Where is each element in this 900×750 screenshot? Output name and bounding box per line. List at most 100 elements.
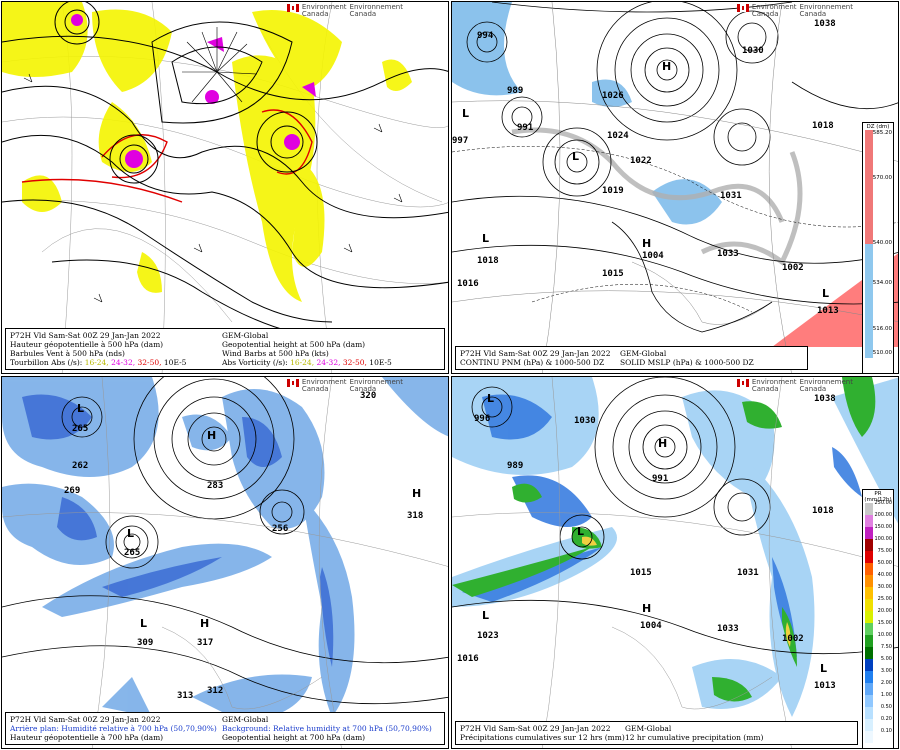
colorbar-step: 1.00 [863,692,893,707]
colorbar-swatch [865,515,873,527]
colorbar-step: 50.00 [863,560,893,575]
logo-country-fr: Canada [799,10,827,18]
colorbar-swatch [865,647,873,659]
colorbar-title: DZ (dm) [866,124,890,130]
colorbar-title: PR (mm/12h) [864,491,892,503]
logo-country: Canada [751,10,779,18]
colorbar-step: 2.00 [863,680,893,695]
vort-units: 10E-5 [163,358,187,367]
vort-range-1: 16-24, [84,358,109,367]
high-pressure-symbol: H [207,429,217,442]
low-pressure-symbol: L [822,287,830,300]
colorbar-tick: 100.00 [874,536,893,542]
colorbar-swatch [865,539,873,551]
env-canada-logo-4: Environment Canada Environnement Canada [736,378,853,393]
vort-units-en: 10E-5 [369,358,392,367]
vort-range-3: 32-50, [137,358,162,367]
colorbar-step: 25.00 [863,596,893,611]
pressure-label: 1018 [812,506,834,516]
humidity-map [2,377,448,748]
low-pressure-symbol: L [140,617,148,630]
pressure-label: 1002 [782,263,804,273]
colorbar-tick: 20.00 [877,608,892,614]
colorbar-tick: 3.00 [880,668,892,674]
colorbar-step: 150.00 [863,524,893,539]
legend-en-line-1: Background: Relative humidity at 700 hPa… [222,724,432,733]
colorbar-tick: 10.00 [877,632,892,638]
high-pressure-symbol: H [642,602,652,615]
pressure-label: 1018 [477,256,499,266]
high-pressure-symbol: H [200,617,210,630]
logo-fr: Environnement [799,3,853,11]
pressure-label: 996 [474,414,491,424]
colorbar-step: 0.50 [863,704,893,719]
vort-range-2-en: 24-32, [316,358,341,367]
pressure-label: 1024 [607,131,629,141]
map-panel-precipitation: Environment Canada Environnement Canada H … [451,376,899,749]
colorbar-swatch [865,575,873,587]
colorbar-tick: 0.10 [880,728,892,734]
legend-model: GEM-Global [625,724,672,733]
colorbar-step: 15.00 [863,620,893,635]
pressure-label: 1004 [642,251,664,261]
pressure-label: 1033 [717,249,739,259]
low-pressure-symbol: L [482,232,490,245]
colorbar-tick: 0.50 [880,704,892,710]
legend-fr-line-2: Barbules Vent à 500 hPa (nds) [10,349,125,358]
legend-model: GEM-Global [222,715,269,724]
pressure-label: 1018 [812,121,834,131]
pressure-label: 997 [452,136,469,146]
pressure-label: 1023 [477,631,499,641]
pressure-label: 1038 [814,19,836,29]
logo-country-fr: Canada [349,10,377,18]
high-pressure-symbol: H [658,437,668,450]
colorbar-swatch [865,707,873,719]
vort-range-2: 24-32, [111,358,136,367]
colorbar-tick: 200.00 [874,512,893,518]
colorbar-step: 3.00 [863,668,893,683]
pressure-label: 1033 [717,624,739,634]
pressure-label: 1015 [630,568,652,578]
colorbar-swatch [865,599,873,611]
vort-range-1-en: 16-24, [290,358,315,367]
low-pressure-symbol: L [482,609,490,622]
legend-valid-time: P72H Vld Sam-Sat 00Z 29 Jan-Jan 2022 [10,331,161,340]
low-pressure-symbol: L [577,525,585,538]
height-label: 265 [124,548,141,558]
pressure-label: 1030 [574,416,596,426]
low-pressure-symbol: L [462,107,470,120]
map-panel-mslp-thickness: Environment Canada Environnement Canada H … [451,1,899,374]
colorbar-tick: 150.00 [874,524,893,530]
canada-flag-icon [286,379,299,387]
colorbar-tick: 510.00 [872,350,892,356]
logo-country: Canada [301,385,329,393]
legend-fr-line-1: CONTINU PNM (hPa) & 1000-500 DZ [460,358,605,367]
colorbar-tick: 250.00 [874,500,893,506]
logo-country: Canada [301,10,329,18]
colorbar-tick: 2.00 [880,680,892,686]
low-pressure-symbol: L [572,150,580,163]
colorbar-tick: 25.00 [877,596,892,602]
pressure-label: 1015 [602,269,624,279]
colorbar-swatch [865,503,873,515]
logo-fr: Environnement [349,3,403,11]
legend-panel-3: P72H Vld Sam-Sat 00Z 29 Jan-Jan 2022 GEM-… [5,712,445,745]
height-label: 317 [197,638,214,648]
colorbar-step: 250.00 [863,500,893,515]
colorbar-swatch [865,731,873,743]
colorbar-swatch [865,671,873,683]
legend-valid-time: P72H Vld Sam-Sat 00Z 29 Jan-Jan 2022 [460,349,611,358]
logo-country-fr: Canada [349,385,377,393]
colorbar-tick: 75.00 [877,548,892,554]
colorbar-tick: 0.20 [880,716,892,722]
colorbar-tick: 516.00 [872,326,892,332]
colorbar-swatch [865,635,873,647]
logo-en: Environment [751,378,797,386]
colorbar-swatch [865,695,873,707]
low-pressure-symbol: L [127,527,135,540]
low-pressure-symbol: L [487,392,495,405]
colorbar-tick: 540.00 [872,240,892,246]
colorbar-swatch [865,719,873,731]
legend-en-line-1: SOLID MSLP (hPa) & 1000-500 DZ [620,358,754,367]
colorbar-tick: 15.00 [877,620,892,626]
